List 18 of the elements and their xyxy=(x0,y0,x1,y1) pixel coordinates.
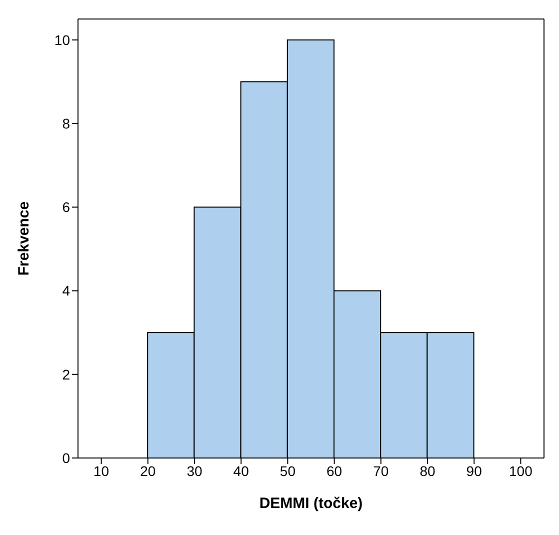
x-tick-label: 70 xyxy=(373,462,389,479)
x-tick-label: 90 xyxy=(466,462,482,479)
x-axis-title: DEMMI (točke) xyxy=(259,495,363,512)
y-axis-title: Frekvence xyxy=(15,201,32,276)
y-tick-label: 2 xyxy=(62,366,70,382)
x-tick-label: 100 xyxy=(509,462,533,479)
x-tick-label: 50 xyxy=(280,462,296,479)
y-tick-label: 0 xyxy=(62,450,70,466)
y-tick-label: 8 xyxy=(62,115,70,132)
x-tick-label: 40 xyxy=(233,462,250,479)
x-tick-label: 30 xyxy=(186,462,202,479)
x-tick-label: 60 xyxy=(326,462,342,479)
y-tick-label: 4 xyxy=(62,282,70,299)
x-tick-label: 10 xyxy=(94,462,110,479)
x-tick-label: 20 xyxy=(140,462,156,479)
x-tick-label: 80 xyxy=(420,462,436,479)
y-tick-label: 6 xyxy=(62,199,70,216)
y-tick-label: 10 xyxy=(54,32,70,48)
